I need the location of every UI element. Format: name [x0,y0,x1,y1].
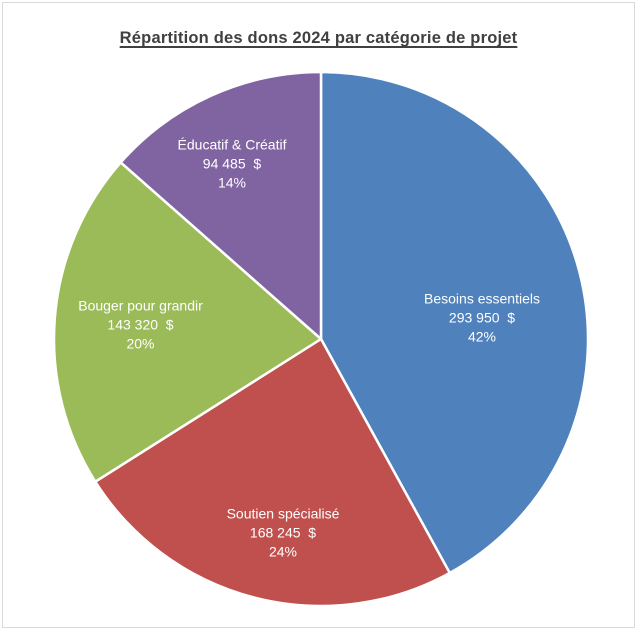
slice-value-label: 143 320 $ [78,316,203,335]
slice-value-label: 94 485 $ [178,155,287,174]
slice-percent-label: 14% [178,174,287,193]
slice-percent-label: 24% [227,543,340,562]
slice-percent-label: 42% [424,328,540,347]
slice-category-label: Bouger pour grandir [78,297,203,316]
slice-value-label: 293 950 $ [424,309,540,328]
chart-frame: Répartition des dons 2024 par catégorie … [2,2,635,628]
slice-category-label: Soutien spécialisé [227,505,340,524]
slice-category-label: Besoins essentiels [424,290,540,309]
slice-percent-label: 20% [78,335,203,354]
slice-value-label: 168 245 $ [227,524,340,543]
slice-category-label: Éducatif & Créatif [178,136,287,155]
